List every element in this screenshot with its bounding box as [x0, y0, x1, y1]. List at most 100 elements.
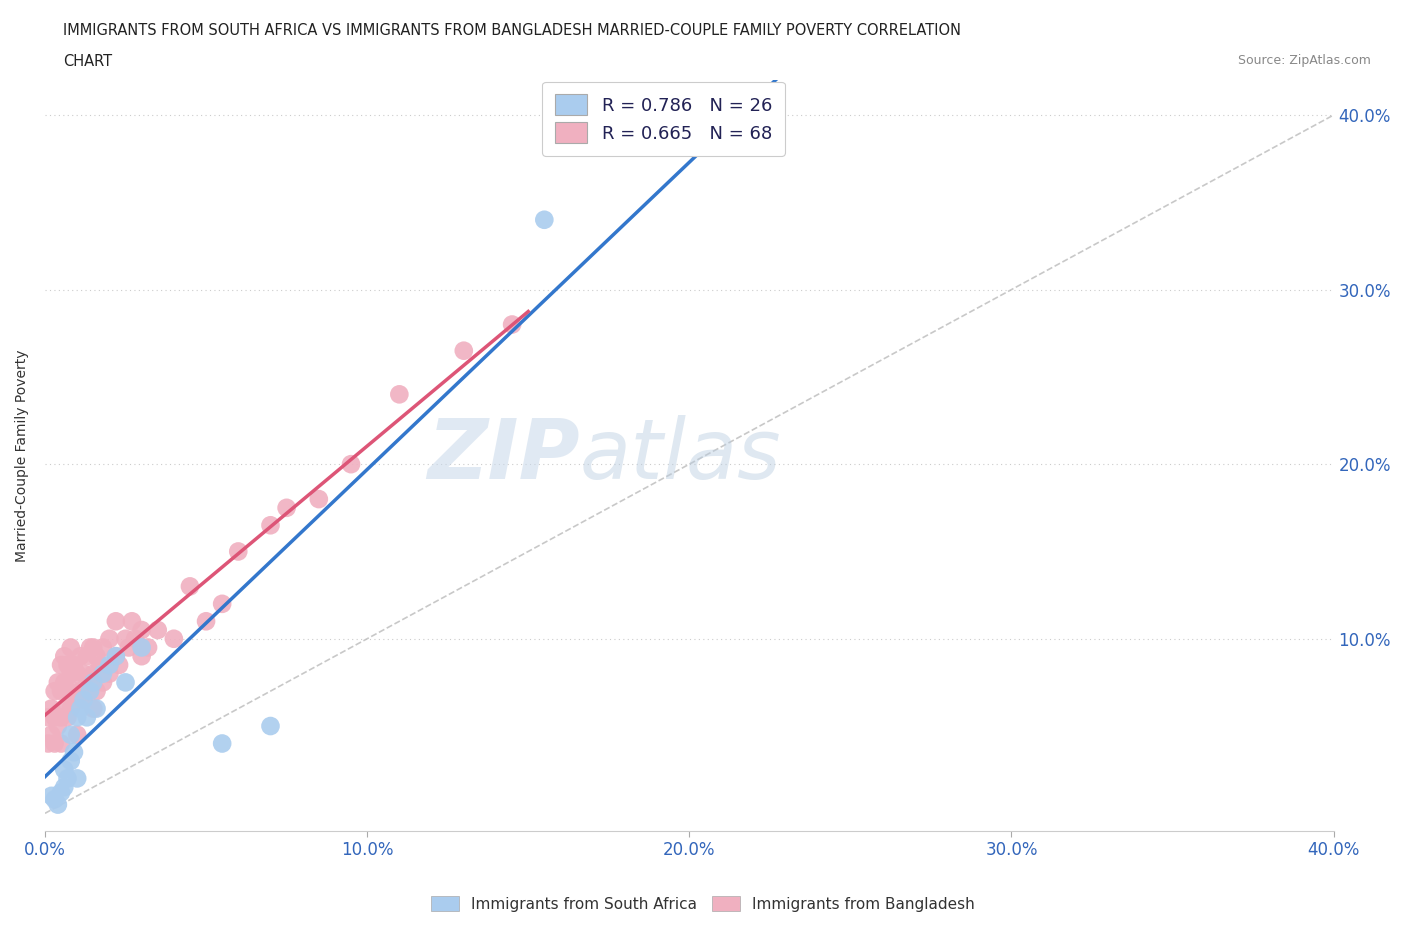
Point — [179, 579, 201, 594]
Point — [41, 789, 63, 804]
Legend: Immigrants from South Africa, Immigrants from Bangladesh: Immigrants from South Africa, Immigrants… — [425, 889, 981, 918]
Point — [49, 710, 72, 724]
Point — [98, 631, 121, 646]
Point — [63, 684, 86, 698]
Point — [89, 658, 111, 672]
Point — [69, 649, 91, 664]
Point — [49, 684, 72, 698]
Point — [82, 701, 104, 716]
Point — [41, 701, 63, 716]
Point — [118, 640, 141, 655]
Text: Source: ZipAtlas.com: Source: ZipAtlas.com — [1237, 54, 1371, 67]
Point — [59, 666, 82, 681]
Point — [44, 684, 66, 698]
Text: atlas: atlas — [579, 415, 782, 496]
Point — [501, 317, 523, 332]
Point — [226, 544, 249, 559]
Point — [56, 710, 79, 724]
Point — [86, 701, 108, 716]
Point — [98, 658, 121, 672]
Point — [53, 779, 76, 794]
Point — [195, 614, 218, 629]
Point — [91, 666, 114, 681]
Point — [49, 658, 72, 672]
Point — [63, 658, 86, 672]
Point — [104, 649, 127, 664]
Point — [59, 640, 82, 655]
Point — [53, 763, 76, 777]
Point — [69, 701, 91, 716]
Point — [136, 640, 159, 655]
Point — [79, 675, 101, 690]
Point — [131, 622, 153, 637]
Point — [453, 343, 475, 358]
Point — [72, 693, 94, 708]
Point — [276, 500, 298, 515]
Point — [259, 518, 281, 533]
Legend: R = 0.786   N = 26, R = 0.665   N = 68: R = 0.786 N = 26, R = 0.665 N = 68 — [543, 82, 785, 156]
Point — [82, 675, 104, 690]
Point — [146, 622, 169, 637]
Point — [86, 649, 108, 664]
Point — [66, 771, 89, 786]
Point — [114, 675, 136, 690]
Point — [44, 792, 66, 807]
Point — [44, 736, 66, 751]
Point — [69, 684, 91, 698]
Point — [63, 745, 86, 760]
Point — [388, 387, 411, 402]
Point — [211, 596, 233, 611]
Point — [104, 649, 127, 664]
Point — [76, 684, 98, 698]
Point — [59, 753, 82, 768]
Point — [533, 212, 555, 227]
Point — [59, 727, 82, 742]
Y-axis label: Married-Couple Family Poverty: Married-Couple Family Poverty — [15, 349, 30, 562]
Point — [46, 675, 69, 690]
Text: IMMIGRANTS FROM SOUTH AFRICA VS IMMIGRANTS FROM BANGLADESH MARRIED-COUPLE FAMILY: IMMIGRANTS FROM SOUTH AFRICA VS IMMIGRAN… — [63, 23, 962, 38]
Point — [53, 675, 76, 690]
Text: ZIP: ZIP — [427, 415, 579, 496]
Point — [46, 719, 69, 734]
Point — [76, 649, 98, 664]
Point — [66, 710, 89, 724]
Point — [98, 666, 121, 681]
Point — [56, 658, 79, 672]
Point — [56, 684, 79, 698]
Point — [104, 614, 127, 629]
Point — [91, 675, 114, 690]
Point — [56, 771, 79, 786]
Point — [108, 658, 131, 672]
Point — [49, 785, 72, 800]
Point — [121, 614, 143, 629]
Point — [72, 693, 94, 708]
Point — [114, 631, 136, 646]
Point — [163, 631, 186, 646]
Point — [79, 640, 101, 655]
Point — [66, 666, 89, 681]
Point — [211, 736, 233, 751]
Point — [131, 649, 153, 664]
Point — [72, 666, 94, 681]
Point — [44, 710, 66, 724]
Point — [53, 649, 76, 664]
Point — [79, 684, 101, 698]
Point — [76, 710, 98, 724]
Point — [91, 640, 114, 655]
Point — [340, 457, 363, 472]
Point — [49, 736, 72, 751]
Point — [66, 727, 89, 742]
Point — [37, 710, 59, 724]
Point — [82, 666, 104, 681]
Point — [86, 684, 108, 698]
Point — [308, 492, 330, 507]
Point — [53, 701, 76, 716]
Point — [41, 727, 63, 742]
Point — [59, 701, 82, 716]
Point — [259, 719, 281, 734]
Point — [46, 797, 69, 812]
Point — [124, 631, 146, 646]
Point — [131, 640, 153, 655]
Text: CHART: CHART — [63, 54, 112, 69]
Point — [82, 640, 104, 655]
